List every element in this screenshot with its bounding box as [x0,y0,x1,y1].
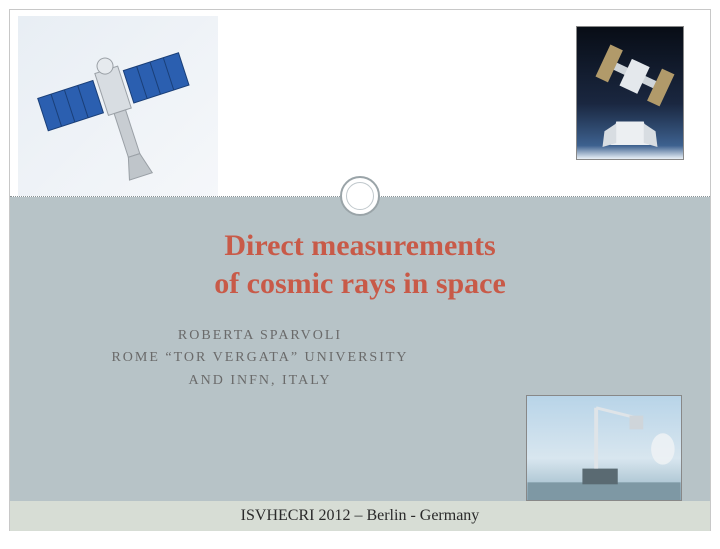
space-station-icon [577,27,683,159]
author-block: ROBERTA SPARVOLI ROME “TOR VERGATA” UNIV… [50,325,470,392]
top-section [10,10,710,196]
author-affiliation-2: AND INFN, ITALY [50,370,470,392]
satellite-icon [18,16,218,196]
balloon-launch-image [526,395,682,501]
title-line-2: of cosmic rays in space [10,265,710,303]
author-name: ROBERTA SPARVOLI [50,325,470,347]
section-divider-ring-icon [340,176,380,216]
title-line-1: Direct measurements [10,227,710,265]
footer-text: ISVHECRI 2012 – Berlin - Germany [241,507,480,525]
bottom-section: Direct measurements of cosmic rays in sp… [10,197,710,531]
space-station-image [576,26,684,160]
satellite-image [18,16,218,196]
footer-bar: ISVHECRI 2012 – Berlin - Germany [10,501,710,531]
author-affiliation-1: ROME “TOR VERGATA” UNIVERSITY [50,347,470,369]
balloon-launch-icon [527,396,681,500]
slide-title: Direct measurements of cosmic rays in sp… [10,227,710,302]
slide-frame: Direct measurements of cosmic rays in sp… [9,9,711,531]
